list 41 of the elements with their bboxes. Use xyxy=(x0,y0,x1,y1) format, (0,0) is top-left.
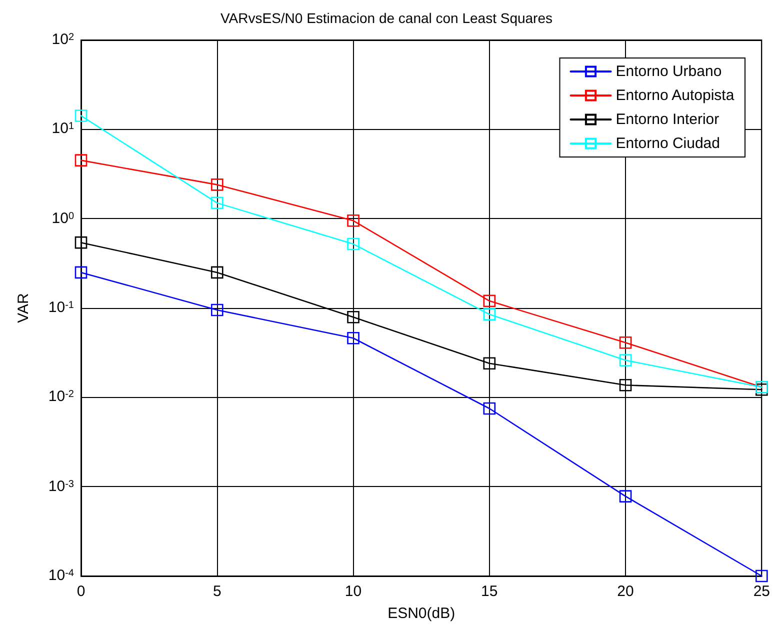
point xyxy=(210,266,224,279)
point xyxy=(347,310,360,324)
y-tick-label: 10$^{-1}$ xyxy=(48,299,74,317)
x-tick-label: 0 xyxy=(76,583,86,600)
x-tick-label: 15 xyxy=(481,583,498,600)
legend-label: Entorno Autopista xyxy=(616,87,735,104)
point xyxy=(619,378,632,392)
point xyxy=(210,196,224,210)
point xyxy=(74,266,88,279)
point xyxy=(619,354,632,366)
legend-label: Entorno Ciudad xyxy=(616,135,720,152)
y-tick-label: 10$^{1}$ xyxy=(52,120,74,138)
point xyxy=(347,238,360,250)
point xyxy=(483,294,496,308)
x-tick-label: 5 xyxy=(212,583,222,600)
chart-title: VARvsES/N0 Estimacion de canal con Least Squares xyxy=(220,10,553,26)
y-axis-title: VAR xyxy=(15,292,32,323)
point xyxy=(619,336,632,349)
point xyxy=(619,490,632,502)
point xyxy=(483,357,496,370)
point xyxy=(347,332,360,344)
x-tick-label: 10 xyxy=(344,583,362,600)
legend-label: Entorno Urbano xyxy=(616,63,722,80)
point xyxy=(483,402,496,415)
y-tick-label: 10$^{-2}$ xyxy=(48,388,74,406)
point xyxy=(210,178,224,191)
y-tick-label: 10$^{-3}$ xyxy=(48,478,74,496)
y-tick-label: 10$^{-4}$ xyxy=(48,567,74,585)
point xyxy=(74,236,88,249)
point xyxy=(347,214,360,227)
point xyxy=(210,304,224,316)
point xyxy=(756,570,768,582)
y-tick-label: 10$^{2}$ xyxy=(52,31,74,49)
x-tick-label: 20 xyxy=(617,583,634,600)
y-tick-label: 10$^{0}$ xyxy=(52,210,74,228)
point xyxy=(74,110,88,122)
x-axis-title: ESN0(dB) xyxy=(388,605,456,622)
point xyxy=(483,308,496,320)
point xyxy=(74,154,88,166)
x-tick-label: 25 xyxy=(753,583,770,600)
legend-label: Entorno Interior xyxy=(616,111,720,128)
